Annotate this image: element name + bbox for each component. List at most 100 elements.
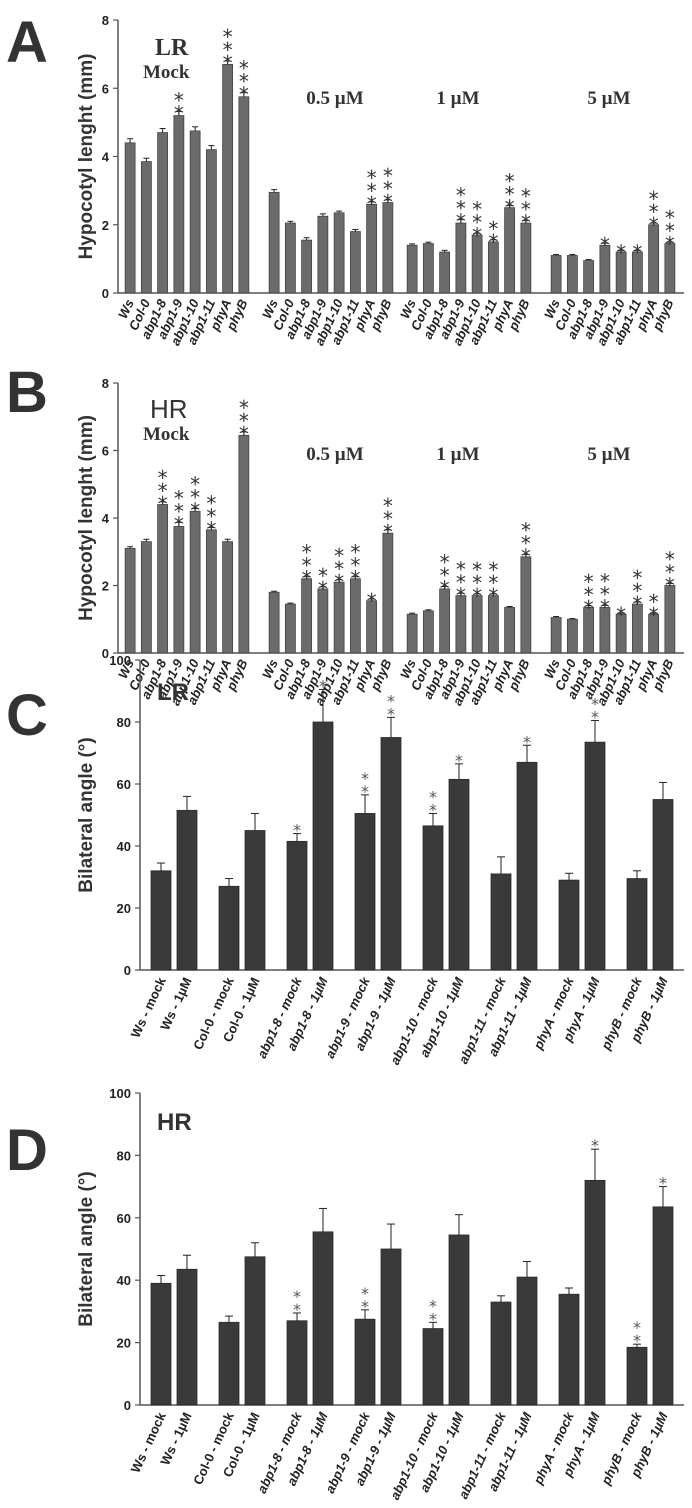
panel-c-significance-star: * — [293, 821, 301, 840]
panel-d-bar — [558, 1293, 580, 1406]
panel-b-bar — [422, 610, 434, 654]
panel-b-significance-star: * — [318, 564, 328, 588]
panel-a-significance-star: * — [665, 232, 675, 256]
panel-b-significance-star: * — [456, 570, 466, 594]
panel-c-y-tick-label: 20 — [117, 901, 131, 916]
panel-a-y-tick-label: 2 — [102, 218, 109, 233]
panel-d-significance-star: * — [633, 1331, 641, 1350]
panel-d-bar — [354, 1318, 376, 1406]
panel-d-bar — [150, 1282, 172, 1406]
panel-a-significance-star: * — [649, 187, 659, 211]
panel-b-x-tick-label: Ws — [541, 657, 563, 681]
panel-b-bar — [382, 532, 394, 654]
panel-b-significance-star: * — [174, 486, 184, 510]
panel-c-y-axis-label: Bilateral angle (°) — [76, 737, 97, 892]
panel-b-significance-star: * — [190, 499, 200, 523]
panel-b-significance-star: * — [302, 541, 312, 565]
panel-a-significance-star: * — [367, 179, 377, 203]
panel-a-letter: A — [6, 10, 48, 75]
panel-a-significance-star: * — [472, 223, 482, 247]
panel-a-x-tick-label: Ws — [259, 297, 281, 321]
panel-a-bar — [439, 251, 451, 294]
panel-b-significance-star: * — [488, 571, 498, 595]
panel-b-significance-star: * — [383, 494, 393, 518]
panel-a-significance-star: * — [521, 185, 531, 209]
panel-a-y-tick-label: 6 — [102, 81, 109, 96]
panel-a-significance-star: * — [456, 197, 466, 221]
panel-b-significance-star: * — [383, 520, 393, 544]
panel-a-y-tick-label: 4 — [102, 150, 110, 165]
panel-b-significance-star: * — [472, 571, 482, 595]
panel-a-y-tick-label: 0 — [102, 286, 109, 301]
panel-b-significance-star: * — [472, 584, 482, 608]
panel-b-significance-star: * — [600, 569, 610, 593]
panel-c-bar — [286, 840, 308, 971]
panel-a-significance-star: * — [472, 210, 482, 234]
panel-a-significance-star: * — [665, 219, 675, 243]
panel-d-bar — [218, 1321, 240, 1406]
panel-d-significance-star: * — [659, 1174, 667, 1193]
panel-c-y-tick-label: 80 — [117, 715, 131, 730]
panel-b-significance-star: * — [383, 507, 393, 531]
panel-b-y-tick-label: 0 — [102, 646, 109, 661]
panel-c-bar — [584, 741, 606, 971]
panel-a-bar — [189, 130, 201, 294]
panel-b-significance-star: * — [158, 479, 168, 503]
panel-d-bar — [244, 1256, 266, 1406]
panel-a-significance-star: * — [600, 233, 610, 257]
panel-a-x-tick-label: Ws — [397, 297, 419, 321]
panel-d-y-tick-label: 0 — [124, 1398, 131, 1413]
panel-a-significance-star: * — [456, 210, 466, 234]
panel-c-significance-star: * — [429, 787, 437, 806]
panel-b-significance-star: * — [665, 573, 675, 597]
panel-b-condition-label: HR — [150, 394, 188, 424]
panel-d-y-tick-label: 60 — [117, 1211, 131, 1226]
panel-a-significance-star: * — [505, 196, 515, 220]
panel-d-bar — [448, 1234, 470, 1406]
panel-a-x-tick-label: Ws — [541, 297, 563, 321]
panel-b-significance-star: * — [158, 492, 168, 516]
panel-a-significance-star: * — [521, 198, 531, 222]
panel-a-condition-label: LR — [155, 35, 189, 61]
panel-a-significance-star: * — [223, 51, 233, 75]
panel-b-significance-star: * — [600, 595, 610, 619]
panel-c-bar — [626, 878, 648, 971]
panel-c-significance-star: * — [523, 732, 531, 751]
panel-a-significance-star: * — [521, 211, 531, 235]
panel-a-bar — [504, 207, 516, 294]
panel-b-significance-star: * — [302, 554, 312, 578]
panel-a-significance-star: * — [239, 57, 249, 81]
panel-a-bar — [205, 149, 217, 294]
panel-d-y-tick-label: 20 — [117, 1336, 131, 1351]
panel-c-bar — [312, 721, 334, 971]
panel-a-significance-star: * — [488, 217, 498, 241]
panel-b-bar — [222, 541, 234, 654]
panel-d-bar — [286, 1320, 308, 1406]
panel-a-significance-star: * — [239, 70, 249, 94]
panel-b-group-label: 5 µM — [587, 444, 630, 465]
panel-b-bar — [157, 504, 169, 654]
panel-b-x-tick-label: Ws — [259, 657, 281, 681]
panel-c-significance-star: * — [455, 751, 463, 770]
panel-a-bar — [140, 161, 152, 294]
panel-b-significance-star: * — [190, 486, 200, 510]
panel-b-significance-star: * — [350, 541, 360, 565]
panel-a-bar — [268, 191, 280, 294]
panel-b-letter: B — [6, 360, 48, 425]
panel-b-significance-star: * — [488, 584, 498, 608]
panel-a-significance-star: * — [665, 206, 675, 230]
panel-b-significance-star: * — [584, 596, 594, 620]
panel-a-group-label: 5 µM — [587, 88, 630, 109]
panel-b-bar — [189, 510, 201, 654]
panel-c-significance-star: * — [387, 691, 395, 710]
panel-b-significance-star: * — [632, 579, 642, 603]
panel-d-bar — [312, 1231, 334, 1406]
panel-a-significance-star: * — [223, 38, 233, 62]
panel-c-y-tick-label: 100 — [109, 653, 131, 668]
panel-c-bar — [380, 737, 402, 971]
panel-a-significance-star: * — [505, 170, 515, 194]
panel-d-y-axis-label: Bilateral angle (°) — [76, 1171, 97, 1326]
panel-a-significance-star: * — [174, 101, 184, 125]
panel-c-bar — [558, 879, 580, 971]
